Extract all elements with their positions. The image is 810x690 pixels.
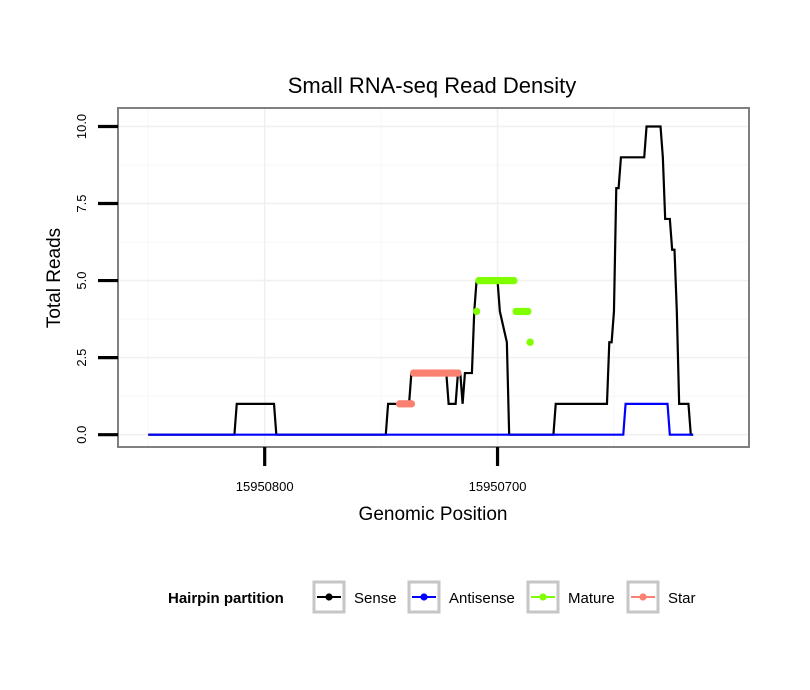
- data-point-mature: [524, 307, 532, 316]
- legend-label-star: Star: [668, 590, 696, 607]
- legend-title: Hairpin partition: [168, 590, 284, 607]
- legend: Hairpin partition Sense Antisense Mature St…: [168, 580, 696, 614]
- plot-series: [148, 125, 694, 436]
- legend-point-sense: [325, 593, 333, 601]
- data-point-mature: [510, 276, 518, 285]
- chart-title: Small RNA-seq Read Density: [288, 73, 577, 98]
- y-tick-label: 2.5: [74, 349, 89, 367]
- data-point-mature: [472, 307, 481, 316]
- x-tick-label: 15950800: [236, 479, 294, 494]
- data-point-mature: [526, 338, 534, 346]
- legend-label-antisense: Antisense: [449, 590, 515, 607]
- x-axis-title: Genomic Position: [359, 504, 508, 525]
- data-point-star: [454, 369, 462, 377]
- y-tick-label: 7.5: [74, 194, 89, 212]
- y-axis-title: Total Reads: [44, 228, 65, 328]
- plot-panel-border: [117, 107, 750, 448]
- y-tick-label: 5.0: [74, 272, 89, 290]
- x-tick-label: 15950700: [469, 479, 527, 494]
- legend-point-star: [639, 593, 647, 601]
- legend-point-antisense: [420, 593, 428, 601]
- series-line-antisense: [148, 402, 694, 436]
- legend-label-sense: Sense: [354, 590, 397, 607]
- axes: 0.0 2.5 5.0 7.5 10.0 15950800 15950700: [74, 114, 526, 494]
- y-tick-label: 10.0: [74, 114, 89, 139]
- legend-label-mature: Mature: [568, 590, 615, 607]
- grid: [118, 108, 749, 447]
- data-point-star: [407, 400, 416, 408]
- legend-point-mature: [539, 593, 547, 601]
- y-tick-label: 0.0: [74, 426, 89, 444]
